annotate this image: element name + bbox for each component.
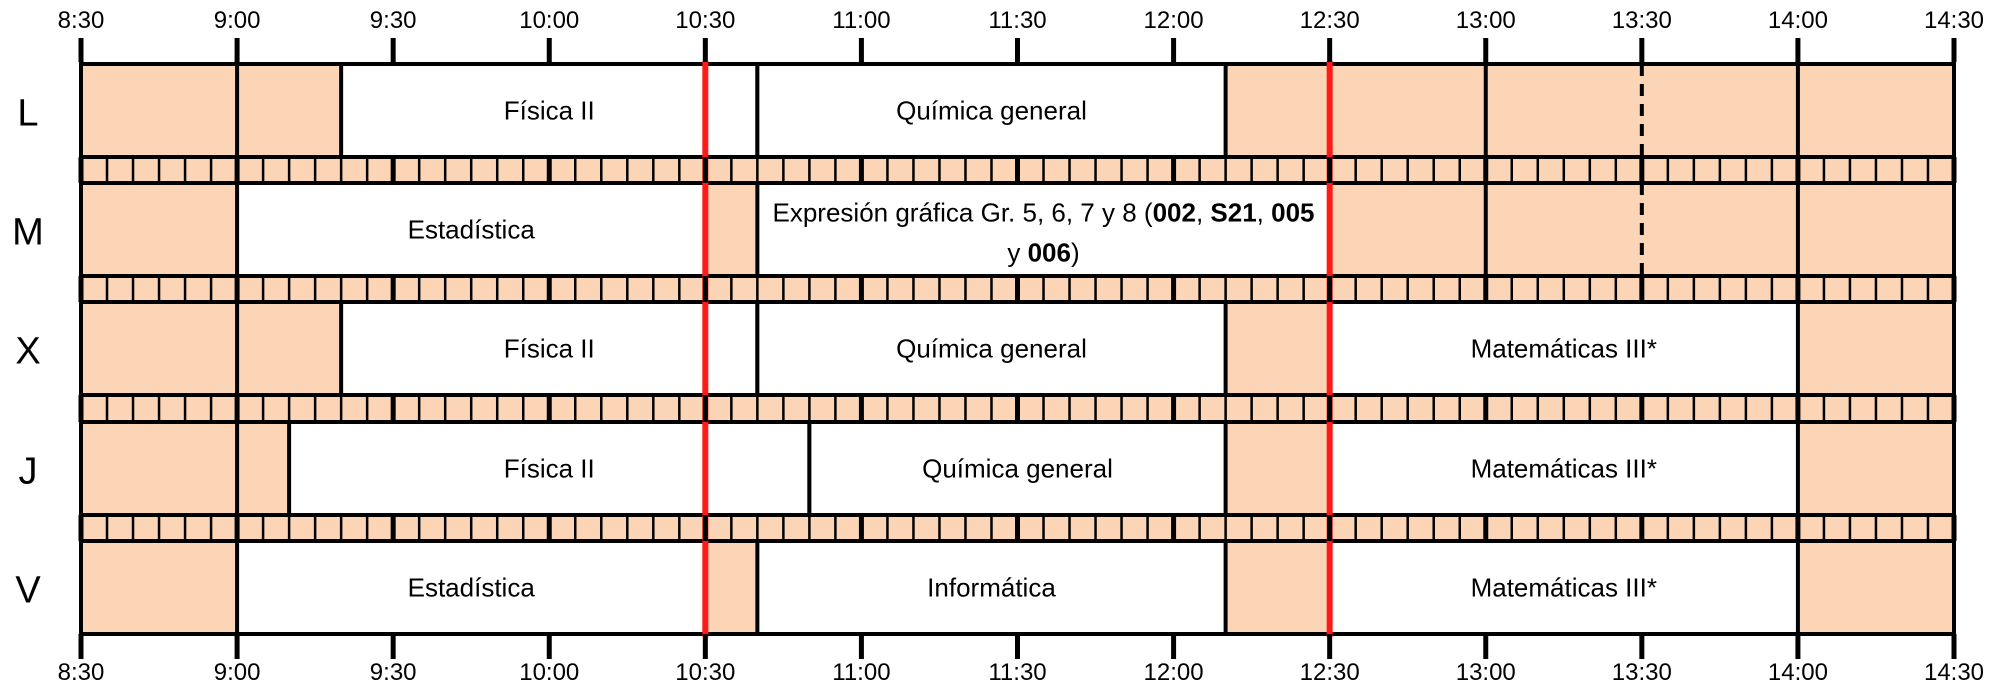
day-label: M — [12, 212, 44, 254]
class-name-bold: 005 — [1271, 198, 1314, 228]
day-label: V — [15, 570, 41, 612]
time-label-top: 10:30 — [675, 7, 735, 34]
time-label-top: 13:30 — [1612, 7, 1672, 34]
time-label-bottom: 11:00 — [832, 659, 890, 686]
time-label-bottom: 13:00 — [1456, 659, 1516, 686]
time-label-top: 11:30 — [988, 7, 1046, 34]
time-label-bottom: 14:00 — [1768, 659, 1828, 686]
class-block-box — [755, 181, 1332, 278]
day-label: L — [17, 93, 38, 135]
class-name: Química general — [922, 454, 1113, 484]
day-label: X — [15, 331, 40, 373]
class-name: Matemáticas III* — [1471, 573, 1657, 603]
time-label-bottom: 10:00 — [519, 659, 579, 686]
class-block-box — [339, 300, 760, 397]
class-block: Física II — [339, 300, 760, 397]
time-label-top: 9:30 — [370, 7, 417, 34]
time-label-bottom: 12:00 — [1144, 659, 1204, 686]
time-label-top: 12:00 — [1144, 7, 1204, 34]
time-label-top: 9:00 — [214, 7, 261, 34]
time-label-top: 14:00 — [1768, 7, 1828, 34]
class-block: Expresión gráfica Gr. 5, 6, 7 y 8 (002, … — [755, 181, 1332, 278]
class-name: Química general — [896, 334, 1087, 364]
class-block: Química general — [755, 62, 1228, 159]
class-block: Matemáticas III* — [1327, 420, 1800, 517]
time-label-bottom: 8:30 — [58, 659, 105, 686]
class-block: Estadística — [235, 539, 708, 636]
time-label-bottom: 9:00 — [214, 659, 261, 686]
class-name: Estadística — [408, 573, 536, 603]
class-block: Química general — [755, 300, 1228, 397]
time-label-top: 12:30 — [1300, 7, 1360, 34]
class-name-part: ) — [1071, 238, 1080, 268]
class-name: Física II — [504, 334, 595, 364]
class-block-box — [755, 300, 1228, 397]
time-label-bottom: 14:30 — [1924, 659, 1984, 686]
class-name: Matemáticas III* — [1471, 454, 1657, 484]
day-row-l: L Física II Química general — [17, 62, 1956, 159]
class-name: Física II — [504, 96, 595, 126]
time-axis-layer: 8:30 8:30 9:00 9:00 9:30 9:30 10:00 10:00 10:30 1… — [58, 7, 1984, 686]
class-block-box — [1327, 539, 1800, 636]
time-label-bottom: 11:30 — [988, 659, 1046, 686]
day-label: J — [19, 451, 38, 493]
time-label-bottom: 9:30 — [370, 659, 417, 686]
class-block-box — [755, 62, 1228, 159]
time-label-bottom: 12:30 — [1300, 659, 1360, 686]
day-row-m: M Estadística Expresión gráfica Gr. 5, 6, … — [12, 181, 1956, 278]
class-block: Física II — [287, 420, 812, 517]
day-rows-layer: L Física II Química general M Estadística Exp… — [12, 62, 1956, 636]
class-name-bold: S21 — [1210, 198, 1256, 228]
day-row-x: X Física II Química general Matemáticas III… — [15, 300, 1956, 397]
class-block-box — [1327, 420, 1800, 517]
class-name-part: , — [1257, 198, 1271, 228]
class-block-box — [755, 539, 1228, 636]
time-label-top: 11:00 — [832, 7, 890, 34]
class-name-part: Expresión gráfica Gr. 5, 6, 7 y 8 ( — [773, 198, 1153, 228]
class-name-bold: 002 — [1153, 198, 1196, 228]
time-label-top: 13:00 — [1456, 7, 1516, 34]
class-name: Física II — [504, 454, 595, 484]
time-label-top: 8:30 — [58, 7, 105, 34]
class-name-line: Expresión gráfica Gr. 5, 6, 7 y 8 (002, … — [773, 198, 1315, 228]
class-block: Estadística — [235, 181, 708, 278]
class-name: Informática — [927, 573, 1056, 603]
class-block: Química general — [807, 420, 1228, 517]
class-name-line: y 006) — [1007, 238, 1079, 268]
class-block-box — [1327, 300, 1800, 397]
class-block-box — [287, 420, 812, 517]
time-label-bottom: 13:30 — [1612, 659, 1672, 686]
class-name: Química general — [896, 96, 1087, 126]
day-row-v: V Estadística Informática Matemáticas III* — [15, 539, 1956, 636]
class-block: Matemáticas III* — [1327, 300, 1800, 397]
class-name-part: , — [1196, 198, 1210, 228]
day-row-j: J Física II Química general Matemáticas III… — [19, 420, 1956, 517]
class-name: Matemáticas III* — [1471, 334, 1657, 364]
class-name-part: y — [1007, 238, 1027, 268]
class-block: Matemáticas III* — [1327, 539, 1800, 636]
class-name: Estadística — [408, 215, 536, 245]
class-block: Física II — [339, 62, 760, 159]
class-block-box — [235, 539, 708, 636]
time-label-top: 14:30 — [1924, 7, 1984, 34]
time-label-bottom: 10:30 — [675, 659, 735, 686]
class-block-box — [235, 181, 708, 278]
class-block: Informática — [755, 539, 1228, 636]
time-label-top: 10:00 — [519, 7, 579, 34]
class-name-bold: 006 — [1028, 238, 1071, 268]
